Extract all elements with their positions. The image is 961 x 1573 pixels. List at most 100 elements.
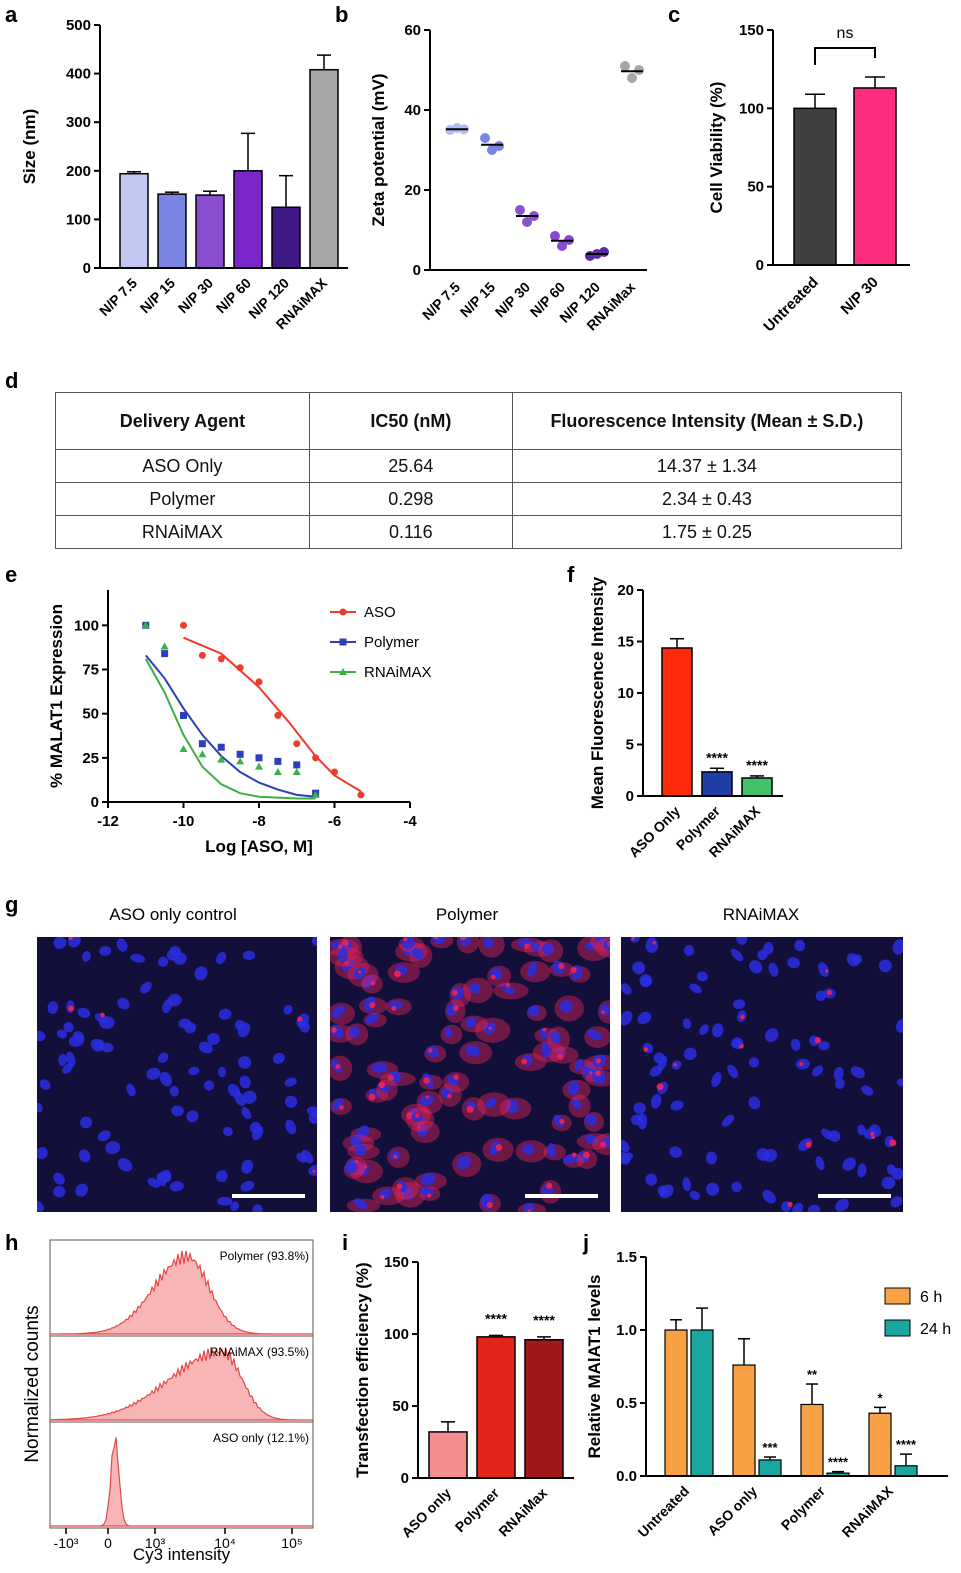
cy3-puncta: [787, 1201, 793, 1207]
nucleus: [523, 1202, 535, 1212]
data-point: [293, 761, 301, 769]
nucleus: [53, 1185, 66, 1198]
nucleus: [63, 1021, 74, 1033]
x-tick-label: ASO only: [398, 1485, 454, 1541]
nucleus: [99, 946, 112, 956]
y-axis-label: Cell Viability (%): [707, 82, 726, 214]
cy3-puncta: [495, 1144, 503, 1151]
nucleus: [547, 1143, 556, 1158]
data-point: [634, 65, 644, 75]
nucleus: [242, 950, 256, 961]
bar: [741, 777, 773, 797]
nucleus: [621, 1139, 630, 1153]
table-cell: 0.298: [308, 482, 513, 516]
panel-letter-b: b: [335, 2, 348, 27]
nucleus: [37, 1200, 44, 1212]
x-tick-label: N/P 30: [175, 275, 217, 317]
cy3-puncta: [527, 1209, 531, 1212]
nucleus: [465, 1016, 477, 1028]
nucleus: [815, 1156, 825, 1171]
nucleus: [116, 938, 128, 952]
nucleus: [331, 1005, 345, 1019]
nucleus: [105, 1141, 121, 1155]
significance-label: ****: [896, 1437, 917, 1452]
nucleus: [818, 1041, 830, 1051]
nucleus: [284, 1077, 297, 1087]
x-tick-label: Untreated: [760, 274, 822, 336]
nucleus: [891, 1167, 903, 1180]
x-tick-label: N/P 30: [492, 279, 534, 321]
cy3-puncta: [521, 1058, 528, 1065]
panel-letter-c: c: [668, 2, 680, 27]
cy3-puncta: [423, 1077, 430, 1084]
cy3-puncta: [466, 1105, 474, 1113]
x-tick-label: -10: [173, 813, 195, 830]
nucleus: [140, 981, 152, 994]
data-point: [627, 73, 637, 83]
legend-marker: [339, 608, 347, 616]
nucleus: [73, 1031, 85, 1042]
cy3-puncta: [631, 937, 635, 941]
nucleus: [117, 1158, 133, 1172]
legend-swatch: [884, 1319, 911, 1337]
significance-label: ****: [828, 1455, 849, 1470]
data-point: [255, 762, 263, 770]
cy3-puncta: [460, 937, 467, 941]
cy3-puncta: [100, 1012, 105, 1018]
nucleus: [630, 1114, 643, 1126]
table-header-cell: IC50 (nM): [308, 392, 513, 450]
data-point: [161, 650, 169, 658]
cy3-puncta: [490, 974, 496, 980]
cy3-puncta: [403, 937, 408, 942]
data-point: [217, 655, 225, 663]
significance-label: *: [877, 1390, 883, 1405]
significance-label: **: [807, 1367, 818, 1382]
data-point: [599, 247, 609, 257]
cy3-puncta: [447, 1093, 452, 1099]
nucleus: [169, 1181, 184, 1192]
cy3-puncta: [607, 941, 610, 946]
nucleus: [126, 1083, 136, 1097]
nucleus: [489, 1140, 501, 1156]
data-point: [198, 740, 206, 748]
y-tick-label: 400: [66, 66, 91, 83]
significance-label: ns: [837, 25, 854, 42]
cy3-puncta: [673, 1062, 677, 1067]
nucleus: [699, 1024, 709, 1036]
nucleus: [731, 1039, 742, 1048]
cy3-puncta: [505, 982, 511, 988]
data-point: [255, 678, 263, 686]
cy3-puncta: [589, 1071, 593, 1075]
nucleus: [683, 1047, 697, 1061]
nucleus: [712, 1023, 724, 1038]
nucleus: [203, 1080, 215, 1091]
cy3-puncta: [363, 1164, 368, 1169]
cy3-puncta: [486, 1201, 493, 1208]
y-tick-label: 60: [404, 22, 421, 39]
nucleus: [230, 1201, 239, 1212]
nucleus: [639, 974, 653, 988]
y-tick-label: 50: [747, 179, 764, 196]
y-tick-label: 100: [739, 100, 764, 117]
nucleus: [861, 1085, 874, 1096]
cy3-puncta: [643, 1047, 649, 1052]
cy3-puncta: [342, 939, 349, 947]
significance-label: ****: [485, 1310, 507, 1326]
table-header-cell: Delivery Agent: [55, 392, 310, 450]
table-cell: 0.116: [308, 515, 513, 549]
nucleus: [530, 941, 541, 953]
cy3-puncta: [652, 941, 656, 945]
nucleus: [682, 1177, 691, 1192]
nucleus: [501, 982, 515, 995]
nucleus: [585, 1114, 597, 1126]
nucleus: [301, 1149, 314, 1164]
nucleus: [571, 1098, 582, 1110]
histogram: [49, 1348, 313, 1421]
cy3-puncta: [331, 1027, 337, 1033]
cy3-puncta: [339, 1105, 344, 1110]
x-tick-label: Polymer: [778, 1482, 829, 1533]
significance-bracket: [814, 47, 876, 65]
nucleus: [653, 1052, 665, 1064]
legend-label: RNAiMAX: [364, 664, 432, 681]
nucleus: [241, 1159, 253, 1174]
